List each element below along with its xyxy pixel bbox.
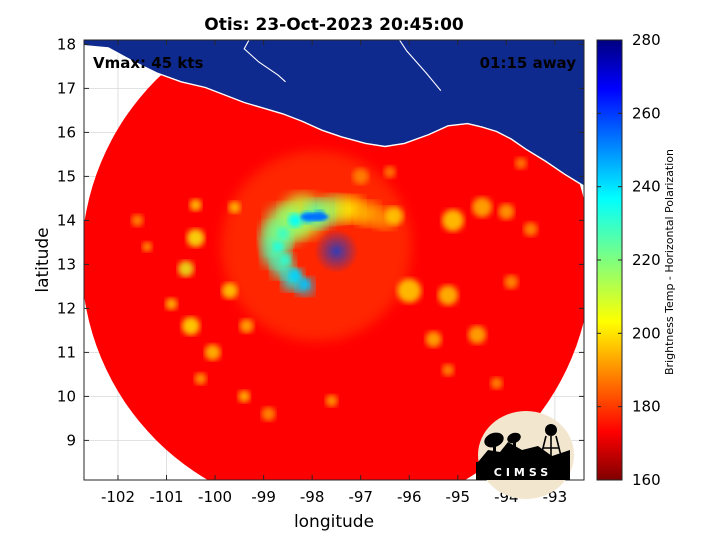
- chart-title: Otis: 23-Oct-2023 20:45:00: [204, 15, 464, 35]
- convective-cell: [468, 325, 487, 344]
- colorbar-tick-label: 280: [632, 31, 661, 49]
- rainband-core: [273, 241, 284, 252]
- convective-cell: [442, 364, 455, 376]
- convective-cell: [142, 241, 153, 252]
- x-tick-label: -100: [198, 488, 232, 506]
- storm-eye: [314, 229, 359, 274]
- colorbar-tick-label: 160: [632, 471, 661, 489]
- convective-cell: [514, 157, 527, 170]
- y-tick-label: 18: [57, 35, 76, 53]
- x-tick-label: -96: [397, 488, 422, 506]
- logo-dish: [507, 432, 521, 444]
- y-tick-label: 14: [57, 211, 76, 229]
- plot-area: [84, 40, 584, 480]
- vmax-annotation: Vmax: 45 kts: [93, 54, 203, 72]
- convection-field: [131, 151, 538, 421]
- convective-cell: [131, 214, 144, 227]
- eyewall-peak: [300, 212, 329, 221]
- convective-cell: [438, 285, 459, 306]
- convective-cell: [186, 229, 205, 247]
- convective-cell: [472, 197, 493, 218]
- time-away-annotation: 01:15 away: [480, 54, 577, 72]
- rainband-core: [289, 269, 302, 282]
- y-tick-label: 17: [57, 79, 76, 97]
- x-tick-label: -101: [150, 488, 184, 506]
- convective-cell: [239, 319, 254, 333]
- convective-cell: [425, 331, 442, 348]
- x-tick-label: -99: [251, 488, 276, 506]
- convective-cell: [397, 278, 422, 303]
- convective-cell: [204, 344, 221, 361]
- convective-cell: [441, 209, 464, 232]
- cimss-logo: CIMSS: [476, 411, 574, 499]
- convective-cell: [498, 203, 515, 220]
- y-tick-label: 15: [57, 167, 76, 185]
- convective-cell: [523, 222, 538, 237]
- colorbar-tick-label: 260: [632, 104, 661, 122]
- y-tick-label: 12: [57, 299, 76, 317]
- convective-cell: [504, 275, 519, 289]
- coastline: [84, 45, 584, 187]
- convective-cell: [181, 317, 200, 335]
- colorbar-tick-label: 240: [632, 178, 661, 196]
- x-tick-label: -95: [446, 488, 471, 506]
- convective-cell: [490, 377, 503, 390]
- convective-cell: [221, 282, 238, 299]
- border-line: [243, 40, 286, 83]
- y-tick-label: 11: [57, 343, 76, 361]
- y-tick-label: 10: [57, 387, 76, 405]
- border-line: [399, 40, 442, 91]
- rainband-segment: [355, 201, 380, 226]
- colorbar-tick-label: 180: [632, 398, 661, 416]
- logo-tower-tank: [545, 424, 557, 436]
- rainband-core: [288, 213, 303, 228]
- y-axis-ticks: 9 10 11 12 13 14 15 16 17 18: [57, 35, 584, 449]
- axes-frame: [83, 39, 585, 481]
- convective-cell: [238, 390, 251, 403]
- convective-cell: [352, 168, 369, 185]
- colorbar: [596, 39, 623, 481]
- colorbar-tick-label: 200: [632, 324, 661, 342]
- convective-cell: [194, 372, 207, 385]
- logo-text: CIMSS: [494, 466, 552, 479]
- convective-cell: [177, 260, 194, 277]
- rainband-core: [277, 227, 290, 240]
- x-tick-label: -102: [101, 488, 135, 506]
- x-tick-label: -97: [348, 488, 373, 506]
- rainband-core: [299, 279, 310, 290]
- land-area: [84, 40, 584, 187]
- x-tick-label: -98: [300, 488, 325, 506]
- convective-cell: [383, 166, 396, 178]
- convective-cell: [325, 394, 338, 407]
- logo-hills: [478, 442, 570, 462]
- colorbar-tick-label: 220: [632, 251, 661, 269]
- convective-cell: [228, 201, 241, 214]
- convective-cell: [189, 199, 202, 211]
- colorbar-label: Brightness Temp - Horizontal Polarizatio…: [663, 149, 676, 375]
- rainband-core: [280, 255, 291, 265]
- convective-cell: [165, 298, 178, 310]
- convective-cell: [261, 407, 276, 421]
- y-tick-label: 9: [66, 431, 76, 449]
- y-tick-label: 16: [57, 123, 76, 141]
- y-axis-label: latitude: [33, 227, 53, 292]
- convective-cell: [385, 207, 404, 225]
- y-tick-label: 13: [57, 255, 76, 273]
- logo-dish: [484, 432, 504, 448]
- logo-bar: [476, 462, 570, 480]
- colorbar-ticks: 160 180 200 220 240 260 280: [597, 31, 661, 489]
- x-axis-label: longitude: [294, 512, 374, 532]
